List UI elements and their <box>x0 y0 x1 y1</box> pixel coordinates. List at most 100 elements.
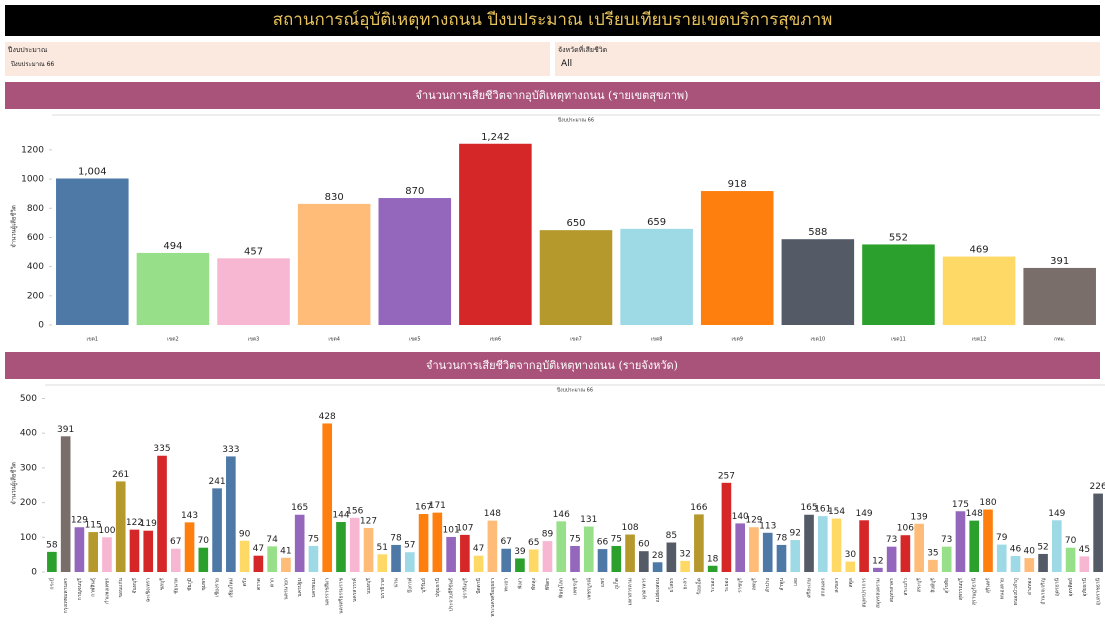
value-label: 12 <box>872 556 883 566</box>
x-tick-label: เขต2 <box>167 337 179 343</box>
value-label: 73 <box>941 535 952 545</box>
value-label: 122 <box>126 518 143 528</box>
y-axis-title: จำนวนผู้เสียชีวิต <box>10 205 18 248</box>
value-label: 129 <box>745 516 762 526</box>
value-label: 57 <box>404 541 415 551</box>
bar <box>639 551 649 572</box>
value-label: 165 <box>291 503 308 513</box>
x-tick-label: สมุทรสาคร <box>889 578 895 603</box>
value-label: 47 <box>253 544 264 554</box>
x-tick-label: เขต1 <box>87 337 99 343</box>
x-tick-label: กาฬสินธุ์ <box>90 578 97 597</box>
x-tick-label: เขต4 <box>328 337 340 343</box>
x-tick-label: สมุทรสงคราม <box>875 578 881 608</box>
value-label: 75 <box>308 534 319 544</box>
bar <box>404 552 415 572</box>
chart-subtitle: ปีงบประมาณ 66 <box>557 387 593 394</box>
y-tick-label: 100 <box>20 533 37 543</box>
bar <box>446 536 456 572</box>
value-label: 51 <box>377 543 388 553</box>
x-tick-label: จันทบุรี <box>131 578 138 594</box>
x-tick-label: มุกดาหาร <box>641 578 647 599</box>
chart-title: จำนวนการเสียชีวิตจากอุบัติเหตุทางถนน (รา… <box>426 359 678 372</box>
bar <box>928 559 938 572</box>
y-tick-label: 400 <box>27 262 44 272</box>
x-tick-label: พิษณุโลก <box>558 578 565 598</box>
x-tick-label: เขต11 <box>891 337 906 343</box>
value-label: 101 <box>443 525 460 535</box>
bar <box>349 517 360 572</box>
value-label: 175 <box>952 500 969 510</box>
value-label: 78 <box>776 533 788 543</box>
x-tick-label: กทม. <box>1054 337 1066 343</box>
bar <box>680 560 690 572</box>
x-tick-label: นครศรีธรรมราช <box>337 577 344 614</box>
value-label: 457 <box>244 246 263 257</box>
filter-label: จังหวัดที่เสียชีวิต <box>558 46 608 54</box>
x-tick-label: สมุทรปราการ <box>862 578 868 608</box>
filter[interactable]: จังหวัดที่เสียชีวิต All <box>555 42 1100 76</box>
bar <box>391 544 401 572</box>
bar <box>955 511 966 572</box>
x-tick-label: ยโสธร <box>668 578 675 593</box>
value-label: 659 <box>647 217 666 228</box>
x-tick-label: พระนครศรีอยุธยา <box>489 578 496 617</box>
x-tick-label: อุบลราชธานี <box>1095 577 1102 605</box>
value-label: 171 <box>429 501 446 511</box>
value-label: 144 <box>332 511 349 521</box>
bar <box>212 488 222 572</box>
value-label: 46 <box>1010 545 1022 555</box>
bar <box>377 554 388 572</box>
bar <box>969 520 980 572</box>
value-label: 226 <box>1090 482 1105 492</box>
bar <box>184 522 195 572</box>
bar <box>539 230 613 325</box>
bar <box>378 198 452 325</box>
value-label: 74 <box>266 535 278 545</box>
value-label: 148 <box>484 509 501 519</box>
bar <box>804 514 814 572</box>
filter[interactable]: ปีงบประมาณ ปีงบประมาณ 66 <box>5 42 550 76</box>
x-tick-label: สุราษฎร์ธานี <box>971 577 978 605</box>
value-label: 335 <box>153 444 170 454</box>
bar <box>700 191 774 325</box>
bar <box>1079 556 1090 572</box>
bar <box>762 532 773 572</box>
y-tick-label: 800 <box>27 204 44 214</box>
value-label: 100 <box>98 526 115 536</box>
value-label: 127 <box>360 516 377 526</box>
x-tick-label: ตาก <box>270 578 276 587</box>
bar <box>542 541 553 572</box>
x-tick-label: เขต6 <box>490 337 502 343</box>
y-tick-label: 0 <box>38 321 44 331</box>
value-label: 30 <box>845 550 857 560</box>
value-label: 28 <box>652 551 664 561</box>
x-tick-label: อำนาจเจริญ <box>1040 578 1047 605</box>
x-tick-label: ปัตตานี <box>475 577 482 593</box>
x-tick-label: นครสวรรค์ <box>351 578 358 602</box>
value-label: 139 <box>911 512 928 522</box>
x-tick-label: สระแก้ว <box>902 578 909 596</box>
x-tick-label: นครนายก <box>283 578 289 600</box>
x-tick-label: กำแพงเพชร <box>104 578 110 604</box>
x-tick-label: อุทัยธานี <box>1081 577 1088 596</box>
value-label: 67 <box>170 537 181 547</box>
bar <box>611 545 622 572</box>
bar <box>620 228 693 325</box>
bar <box>817 516 828 572</box>
bar <box>886 546 897 572</box>
bar <box>735 523 746 572</box>
value-label: 129 <box>71 516 88 526</box>
value-label: 148 <box>966 509 983 519</box>
bar <box>487 520 498 572</box>
x-tick-label: ปราจีนบุรี <box>461 578 468 599</box>
x-tick-label: สุพรรณบุรี <box>957 578 964 601</box>
x-tick-label: นนทบุรี <box>365 578 372 594</box>
value-label: 166 <box>690 503 707 513</box>
bar <box>267 546 277 572</box>
x-tick-label: นครพนม <box>311 578 317 597</box>
value-label: 830 <box>325 192 344 203</box>
bar <box>460 534 470 572</box>
bar <box>1038 553 1048 572</box>
